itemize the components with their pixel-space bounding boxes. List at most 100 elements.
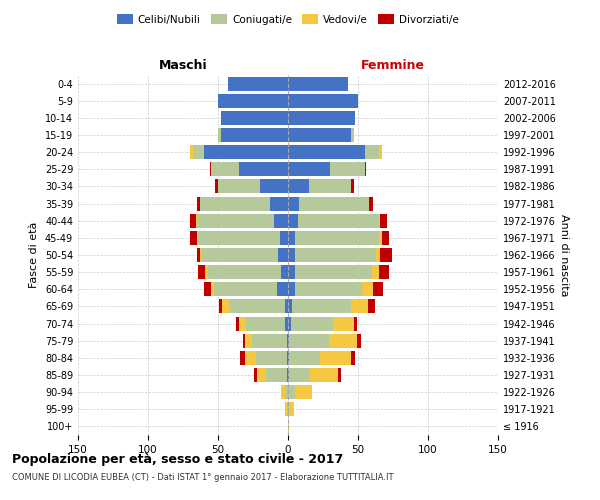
- Bar: [218, 180, 260, 194]
- Bar: [288, 385, 295, 399]
- Bar: [199, 265, 205, 279]
- Bar: [379, 231, 382, 245]
- Bar: [291, 316, 333, 330]
- Bar: [218, 94, 288, 108]
- Bar: [280, 231, 288, 245]
- Bar: [256, 351, 287, 365]
- Bar: [338, 368, 341, 382]
- Bar: [193, 145, 204, 159]
- Text: Femmine: Femmine: [361, 60, 425, 72]
- Bar: [288, 111, 355, 125]
- Bar: [356, 334, 361, 347]
- Bar: [320, 351, 351, 365]
- Bar: [201, 248, 278, 262]
- Bar: [277, 282, 288, 296]
- Bar: [251, 334, 287, 347]
- Bar: [287, 402, 288, 416]
- Bar: [274, 214, 288, 228]
- Bar: [295, 385, 312, 399]
- Bar: [362, 282, 373, 296]
- Bar: [373, 282, 383, 296]
- Bar: [365, 162, 367, 176]
- Bar: [295, 231, 379, 245]
- Bar: [239, 316, 246, 330]
- Bar: [351, 300, 368, 314]
- Bar: [351, 180, 354, 194]
- Bar: [260, 180, 288, 194]
- Bar: [287, 334, 288, 347]
- Bar: [285, 385, 288, 399]
- Bar: [190, 145, 193, 159]
- Bar: [287, 351, 288, 365]
- Bar: [197, 231, 199, 245]
- Bar: [295, 248, 376, 262]
- Bar: [298, 214, 379, 228]
- Bar: [288, 316, 291, 330]
- Bar: [211, 162, 239, 176]
- Bar: [197, 248, 200, 262]
- Bar: [243, 334, 245, 347]
- Bar: [204, 145, 288, 159]
- Bar: [221, 111, 288, 125]
- Bar: [368, 300, 375, 314]
- Bar: [214, 282, 277, 296]
- Bar: [288, 94, 358, 108]
- Text: Maschi: Maschi: [158, 60, 208, 72]
- Bar: [369, 196, 373, 210]
- Bar: [365, 145, 379, 159]
- Bar: [289, 334, 329, 347]
- Bar: [288, 420, 289, 434]
- Bar: [288, 214, 298, 228]
- Bar: [289, 351, 320, 365]
- Bar: [281, 385, 285, 399]
- Bar: [288, 162, 330, 176]
- Bar: [270, 196, 288, 210]
- Bar: [382, 231, 389, 245]
- Bar: [288, 145, 365, 159]
- Bar: [278, 248, 288, 262]
- Bar: [200, 196, 270, 210]
- Bar: [351, 128, 354, 142]
- Bar: [285, 316, 288, 330]
- Bar: [197, 214, 274, 228]
- Bar: [288, 282, 295, 296]
- Bar: [205, 265, 208, 279]
- Bar: [266, 368, 287, 382]
- Bar: [376, 248, 380, 262]
- Y-axis label: Fasce di età: Fasce di età: [29, 222, 39, 288]
- Bar: [289, 402, 293, 416]
- Bar: [215, 180, 218, 194]
- Bar: [330, 162, 365, 176]
- Bar: [254, 368, 257, 382]
- Bar: [288, 265, 295, 279]
- Bar: [372, 265, 379, 279]
- Bar: [292, 300, 351, 314]
- Bar: [199, 231, 280, 245]
- Bar: [288, 231, 295, 245]
- Bar: [245, 351, 256, 365]
- Bar: [220, 300, 222, 314]
- Bar: [295, 282, 362, 296]
- Bar: [288, 334, 289, 347]
- Bar: [351, 351, 355, 365]
- Bar: [285, 402, 287, 416]
- Bar: [228, 76, 288, 90]
- Bar: [190, 214, 196, 228]
- Bar: [295, 265, 372, 279]
- Bar: [281, 265, 288, 279]
- Bar: [333, 316, 354, 330]
- Bar: [310, 368, 338, 382]
- Bar: [288, 351, 289, 365]
- Bar: [289, 368, 310, 382]
- Bar: [288, 196, 299, 210]
- Bar: [246, 316, 285, 330]
- Bar: [288, 76, 348, 90]
- Bar: [299, 196, 369, 210]
- Bar: [221, 128, 288, 142]
- Bar: [288, 248, 295, 262]
- Bar: [288, 368, 289, 382]
- Bar: [288, 128, 351, 142]
- Bar: [285, 300, 288, 314]
- Bar: [190, 231, 197, 245]
- Bar: [209, 162, 211, 176]
